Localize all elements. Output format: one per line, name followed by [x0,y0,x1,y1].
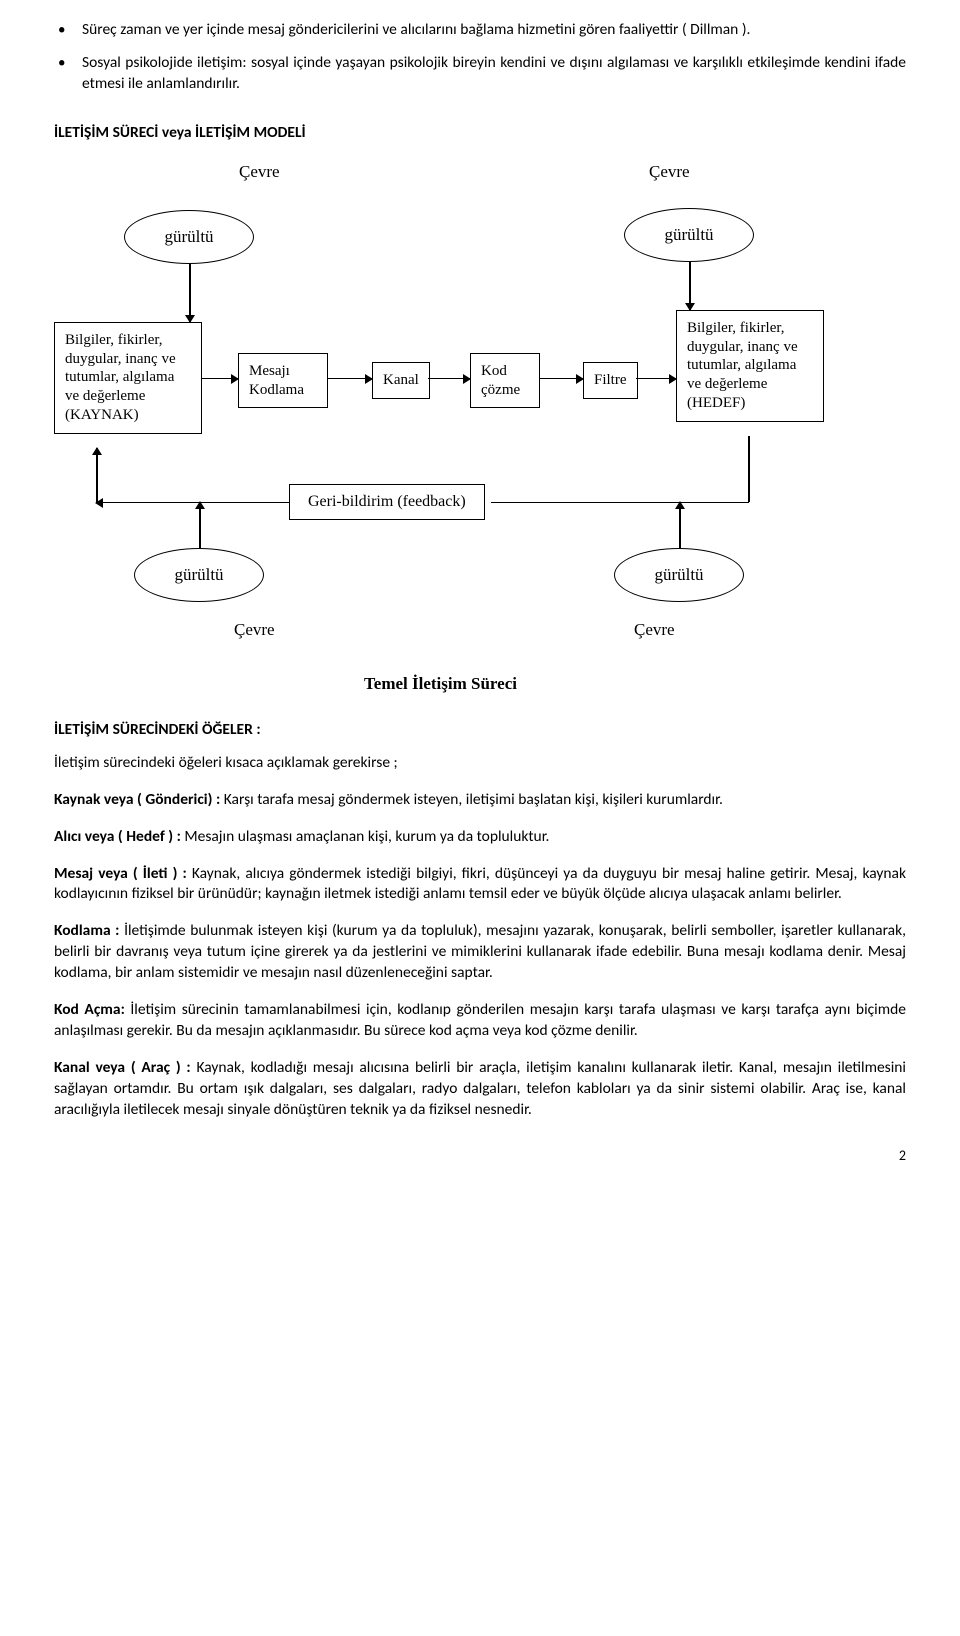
definition-paragraph: Kod Açma: İletişim sürecinin tamamlanabi… [54,1000,906,1042]
term-lead: Kod Açma: [54,1000,130,1019]
noise-ellipse: gürültü [614,548,744,602]
term-lead: Kanal veya ( Araç ) : [54,1058,196,1077]
term-body: İletişim sürecinin tamamlanabilmesi için… [54,1000,906,1040]
term-body: Mesajın ulaşması amaçlanan kişi, kurum y… [184,827,549,846]
communication-diagram: Çevre Çevre gürültü gürültü Bilgiler, fi… [54,162,906,702]
env-label: Çevre [649,162,690,182]
sub-heading: İLETİŞİM SÜRECİNDEKİ ÖĞELER : [54,720,906,739]
term-body: İletişimde bulunmak isteyen kişi (kurum … [54,921,906,982]
filter-box: Filtre [583,362,638,399]
definition-paragraph: Alıcı veya ( Hedef ) : Mesajın ulaşması … [54,827,906,848]
feedback-box: Geri-bildirim (feedback) [289,484,485,520]
source-box: Bilgiler, fikirler, duygular, inanç ve t… [54,322,202,434]
diagram-caption: Temel İletişim Süreci [364,674,517,694]
section-heading: İLETİŞİM SÜRECİ veya İLETİŞİM MODELİ [54,123,906,142]
definition-paragraph: Kodlama : İletişimde bulunmak isteyen ki… [54,921,906,984]
encode-box: Mesajı Kodlama [238,353,328,409]
env-label: Çevre [239,162,280,182]
env-label: Çevre [234,620,275,640]
term-body: Karşı tarafa mesaj göndermek isteyen, il… [224,790,723,809]
bullet-item: Süreç zaman ve yer içinde mesaj gönderic… [54,20,906,41]
page-number: 2 [54,1147,906,1164]
term-lead: Mesaj veya ( İleti ) : [54,864,192,883]
channel-box: Kanal [372,362,430,399]
definition-paragraph: Mesaj veya ( İleti ) : Kaynak, alıcıya g… [54,864,906,906]
definition-paragraph: Kanal veya ( Araç ) : Kaynak, kodladığı … [54,1058,906,1121]
target-box: Bilgiler, fikirler, duygular, inanç ve t… [676,310,824,422]
intro-text: İletişim sürecindeki öğeleri kısaca açık… [54,753,906,774]
term-lead: Alıcı veya ( Hedef ) : [54,827,184,846]
definition-paragraph: Kaynak veya ( Gönderici) : Karşı tarafa … [54,790,906,811]
noise-ellipse: gürültü [124,210,254,264]
decode-box: Kod çözme [470,353,540,409]
noise-ellipse: gürültü [624,208,754,262]
term-lead: Kodlama : [54,921,124,940]
bullet-item: Sosyal psikolojide iletişim: sosyal için… [54,53,906,95]
bullet-list: Süreç zaman ve yer içinde mesaj gönderic… [54,20,906,95]
env-label: Çevre [634,620,675,640]
term-lead: Kaynak veya ( Gönderici) : [54,790,224,809]
noise-ellipse: gürültü [134,548,264,602]
